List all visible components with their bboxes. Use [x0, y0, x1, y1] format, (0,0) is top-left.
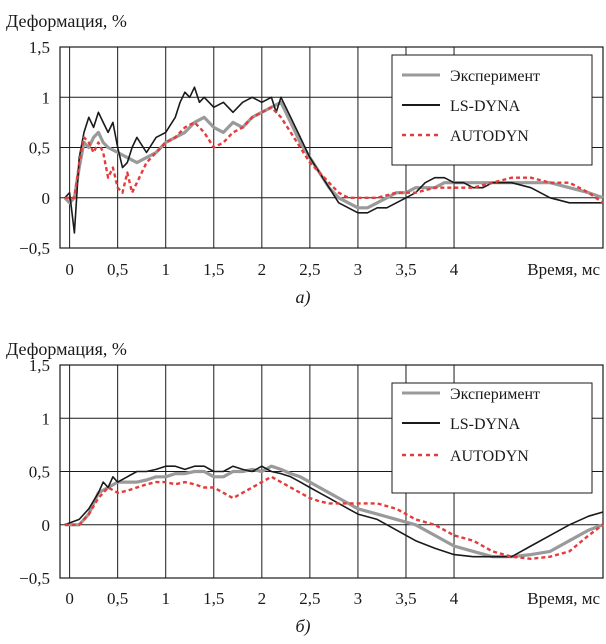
series-line-ls-dyna	[64, 86, 603, 234]
caption-a: а)	[296, 287, 311, 308]
x-tick-label: 3	[354, 589, 363, 608]
y-tick-label: 1,5	[29, 356, 50, 375]
caption-b: б)	[295, 616, 310, 637]
legend: Эксперимент LS-DYNA AUTODYN	[391, 54, 593, 166]
x-tick-label: 1,5	[203, 260, 224, 279]
x-tick-label: 0,5	[107, 589, 128, 608]
x-tick-label: 2,5	[299, 589, 320, 608]
series-line-эксперимент	[64, 464, 604, 559]
legend-label-experiment: Эксперимент	[450, 386, 540, 403]
x-axis-title: Время, мс	[527, 260, 600, 279]
series-line-эксперимент	[63, 100, 604, 210]
y-tick-labels: 1,5 1 0,5 0 −0,5	[19, 356, 50, 588]
x-tick-label: 3	[354, 260, 363, 279]
series-line-autodyn	[64, 475, 604, 560]
x-tick-label: 1,5	[203, 589, 224, 608]
legend-box	[391, 54, 593, 166]
x-axis-title: Время, мс	[527, 589, 600, 608]
y-axis-title: Деформация, %	[6, 11, 127, 31]
y-tick-label: 0	[42, 189, 51, 208]
x-tick-label: 1	[161, 589, 170, 608]
x-tick-label: 0,5	[107, 260, 128, 279]
y-tick-labels: 1,5 1 0,5 0 −0,5	[19, 38, 50, 258]
chart-a: Деформация, % 1,5 1 0,5 0 −0,5 0 0,5 1 1,5 2 2,5 3…	[6, 11, 604, 308]
y-tick-label: 1,5	[29, 38, 50, 57]
legend-box	[391, 382, 593, 494]
x-tick-label: 2	[258, 260, 267, 279]
x-tick-label: 3,5	[395, 589, 416, 608]
legend: Эксперимент LS-DYNA AUTODYN	[391, 382, 593, 494]
x-tick-labels: 0 0,5 1 1,5 2 2,5 3 3,5 4	[65, 260, 458, 279]
legend-label-ls-dyna: LS-DYNA	[450, 416, 521, 433]
x-tick-label: 4	[450, 260, 459, 279]
x-tick-label: 0	[65, 260, 74, 279]
legend-label-ls-dyna: LS-DYNA	[450, 98, 521, 115]
legend-label-autodyn: AUTODYN	[450, 128, 529, 145]
y-tick-label: −0,5	[19, 569, 50, 588]
x-tick-label: 1	[161, 260, 170, 279]
series-lines	[63, 86, 604, 234]
y-tick-label: 0,5	[29, 139, 50, 158]
y-axis-title: Деформация, %	[6, 339, 127, 359]
series-lines	[64, 464, 604, 560]
x-tick-label: 0	[65, 589, 74, 608]
y-tick-label: −0,5	[19, 239, 50, 258]
y-tick-label: 0,5	[29, 463, 50, 482]
y-tick-label: 0	[42, 516, 51, 535]
legend-label-experiment: Эксперимент	[450, 68, 540, 85]
x-tick-label: 2	[258, 589, 267, 608]
x-tick-labels: 0 0,5 1 1,5 2 2,5 3 3,5 4	[65, 589, 458, 608]
series-line-ls-dyna	[64, 465, 604, 558]
x-tick-label: 4	[450, 589, 459, 608]
y-tick-label: 1	[42, 88, 51, 107]
chart-b: Деформация, % 1,5 1 0,5 0 −0,5 0 0,5 1 1,5 2 2,5 3…	[6, 339, 604, 637]
legend-label-autodyn: AUTODYN	[450, 448, 529, 465]
y-tick-label: 1	[42, 409, 51, 428]
x-tick-label: 2,5	[299, 260, 320, 279]
x-tick-label: 3,5	[395, 260, 416, 279]
